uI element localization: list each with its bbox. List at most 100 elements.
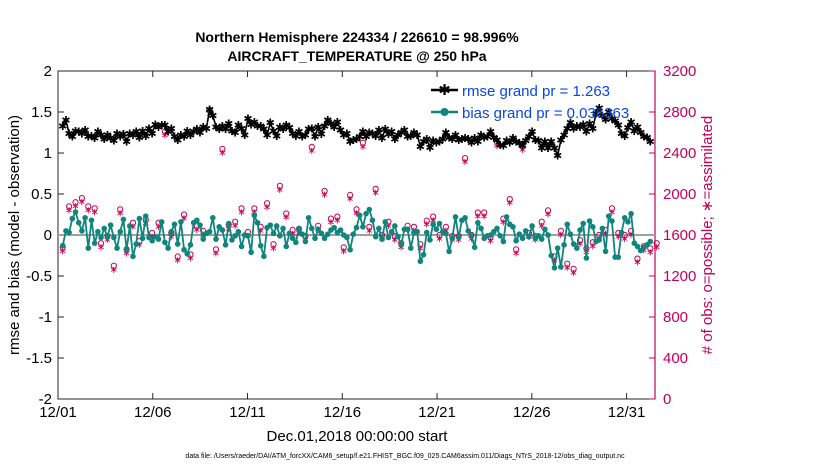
- obs-possible-point: [461, 155, 469, 162]
- obs-assimilated-point: ∗: [205, 109, 213, 120]
- rmse-point: ✱: [368, 127, 377, 140]
- rmse-point: ✱: [537, 142, 546, 155]
- bias-point: [545, 232, 551, 238]
- bias-point: [267, 222, 274, 228]
- rmse-point: ✱: [148, 127, 157, 140]
- rmse-point: ✱: [144, 122, 153, 135]
- obs-possible-point: [149, 229, 156, 237]
- rmse-point: ✱: [614, 119, 623, 132]
- bias-point: [270, 230, 277, 237]
- x-tick-label: 12/31: [608, 404, 646, 421]
- rmse-point: ✱: [116, 131, 125, 144]
- obs-assimilated-point: ∗: [135, 240, 143, 251]
- obs-possible-point: [634, 255, 641, 262]
- rmse-point: ✱: [310, 131, 319, 144]
- obs-assimilated-point: ∗: [161, 131, 169, 142]
- bias-point: [510, 224, 516, 230]
- bias-point: [155, 236, 162, 242]
- bias-point: [516, 231, 523, 237]
- obs-possible-point: [608, 205, 616, 212]
- obs-possible-point: [129, 219, 137, 226]
- bias-point: [548, 252, 555, 259]
- rmse-point: ✱: [512, 136, 521, 149]
- bias-point: [305, 214, 312, 221]
- rmse-point: ✱: [330, 121, 339, 134]
- bias-point: [289, 235, 296, 242]
- rmse-point: ✱: [476, 129, 485, 142]
- rmse-point: ✱: [275, 121, 284, 134]
- rmse-point: ✱: [416, 140, 425, 153]
- rmse-point: ✱: [582, 126, 591, 139]
- rmse-point: ✱: [87, 130, 96, 143]
- x-tick-label: 12/21: [418, 404, 456, 421]
- bias-point: [385, 234, 392, 241]
- rmse-point: ✱: [633, 121, 642, 134]
- bias-point: [564, 221, 571, 228]
- bias-point: [91, 240, 98, 246]
- rmse-point: ✱: [448, 133, 457, 146]
- rmse-point: ✱: [333, 116, 342, 129]
- rmse-point: ✱: [237, 122, 246, 135]
- obs-possible-point: [110, 262, 117, 269]
- rmse-point: ✱: [298, 131, 307, 144]
- rmse-point: ✱: [192, 123, 201, 136]
- rmse-point: ✱: [358, 126, 367, 139]
- bias-point: [82, 214, 88, 221]
- rmse-point: ✱: [393, 129, 402, 142]
- obs-assimilated-point: ∗: [288, 229, 296, 240]
- rmse-point: ✱: [132, 126, 141, 139]
- obs-assimilated-point: ∗: [340, 246, 348, 257]
- bias-point: [210, 214, 216, 221]
- y-right-tick-label: 1600: [663, 227, 696, 244]
- bias-point: [324, 231, 331, 237]
- bias-point: [522, 228, 529, 234]
- rmse-point: ✱: [371, 130, 380, 143]
- obs-assimilated-point: ∗: [563, 263, 571, 274]
- bias-point: [647, 238, 654, 245]
- bias-point: [178, 219, 184, 225]
- bias-point: [468, 233, 475, 239]
- chart-title-line1: Northern Hemisphere 224334 / 226610 = 98…: [195, 29, 519, 45]
- bias-point: [388, 228, 395, 235]
- obs-assimilated-point: ∗: [154, 222, 162, 233]
- rmse-point: ✱: [489, 131, 498, 144]
- rmse-point: ✱: [496, 139, 505, 152]
- bias-point: [206, 228, 213, 235]
- obs-possible-point: [436, 231, 443, 239]
- bias-point: [583, 255, 590, 261]
- rmse-point: ✱: [173, 134, 182, 147]
- bias-point: [88, 217, 95, 224]
- obs-assimilated-point: ∗: [365, 226, 373, 237]
- bias-point: [433, 226, 440, 233]
- bias-point: [347, 246, 353, 253]
- rmse-point: ✱: [550, 142, 559, 155]
- bias-point: [526, 233, 532, 240]
- rmse-point: ✱: [205, 104, 214, 117]
- obs-assimilated-point: ∗: [90, 207, 98, 218]
- rmse-point: ✱: [454, 134, 463, 147]
- obs-assimilated-point: ∗: [148, 232, 156, 243]
- rmse-point: ✱: [403, 131, 412, 144]
- rmse-point: ✱: [397, 127, 406, 140]
- rmse-point: ✱: [604, 106, 613, 119]
- bias-point: [478, 225, 484, 232]
- bias-point: [277, 233, 283, 239]
- rmse-point: ✱: [247, 118, 256, 131]
- obs-assimilated-point: ∗: [461, 157, 469, 168]
- bias-point: [542, 226, 548, 233]
- legend-bias-marker: [440, 108, 449, 116]
- obs-possible-point: [544, 207, 552, 214]
- bias-point: [283, 243, 290, 250]
- rmse-point: ✱: [314, 121, 323, 134]
- rmse-point: ✱: [103, 129, 112, 142]
- rmse-point: ✱: [361, 131, 370, 144]
- bias-point: [251, 212, 258, 219]
- bias-point: [392, 223, 398, 229]
- bias-point: [194, 217, 200, 224]
- rmse-point: ✱: [250, 116, 259, 129]
- obs-assimilated-point: ∗: [129, 222, 137, 233]
- rmse-point: ✱: [377, 132, 386, 145]
- bias-point: [302, 238, 309, 245]
- x-tick-label: 12/16: [324, 404, 362, 421]
- rmse-point: ✱: [579, 118, 588, 131]
